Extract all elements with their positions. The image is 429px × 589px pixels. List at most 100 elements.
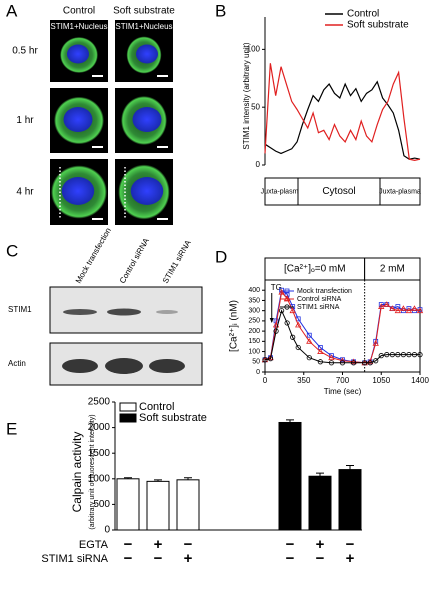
legend-label: Control siRNA [297, 296, 342, 303]
bar [308, 475, 332, 531]
y-axis-label: Calpain activity [70, 432, 84, 513]
y-tick-label: 500 [93, 499, 110, 510]
band-label: STIM1 [8, 305, 32, 314]
error-bar [154, 479, 162, 482]
legend-marker [283, 295, 291, 302]
y-tick-label: 350 [248, 297, 260, 304]
point [290, 334, 296, 340]
error-bar [184, 477, 192, 480]
column-label: Soft substrate [113, 6, 175, 17]
band [62, 359, 98, 373]
condition-mark: − [346, 536, 355, 553]
legend-label: Soft substrate [347, 20, 409, 31]
y-tick-label: 50 [252, 359, 260, 366]
y-tick-label: 400 [248, 287, 260, 294]
point [273, 328, 279, 334]
nucleus [135, 44, 159, 64]
x-axis-label: Time (sec) [324, 387, 362, 396]
band [63, 309, 97, 315]
point [389, 305, 396, 312]
y-tick-label: 1000 [88, 473, 111, 484]
x-tick-label: 0 [263, 376, 268, 385]
lane-label: STIM1 siRNA [161, 238, 193, 285]
bar [176, 479, 200, 531]
point [400, 352, 406, 358]
condition-mark: − [184, 536, 193, 553]
nucleus [61, 177, 95, 205]
condition-mark: − [124, 550, 133, 567]
band [156, 310, 178, 314]
point [328, 360, 335, 366]
region-label: Juxta-plasma [261, 188, 303, 195]
point [405, 307, 413, 314]
legend-marker [284, 288, 290, 294]
error-bar [316, 472, 324, 477]
panel-label: E [6, 419, 17, 438]
row-label: 0.5 hr [12, 46, 38, 57]
y-axis-label: [Ca²⁺]ᵢ (nM) [229, 300, 240, 352]
point [417, 352, 423, 358]
nucleus [132, 107, 162, 132]
x-tick-label: 700 [336, 376, 350, 385]
y-tick-label: 2000 [88, 422, 111, 433]
region-label: Cytosol [322, 186, 355, 197]
condition-mark: + [154, 536, 163, 553]
point [394, 307, 402, 314]
legend-swatch [119, 402, 137, 412]
nucleus [63, 107, 93, 132]
point [317, 359, 323, 365]
region-label: Juxta-plasma [379, 188, 421, 195]
point [384, 352, 390, 358]
point [378, 353, 384, 359]
point [339, 360, 346, 366]
condition-mark: + [346, 550, 355, 567]
phase-label: 2 mM [380, 264, 405, 275]
band-label: Actin [8, 359, 26, 368]
line [264, 291, 421, 364]
point [367, 360, 373, 366]
point [317, 348, 324, 354]
bar [338, 469, 362, 531]
y-tick-label: 0 [104, 525, 110, 536]
legend-label: Soft substrate [139, 412, 207, 424]
point [284, 320, 290, 326]
bar [146, 480, 170, 531]
y-tick-label: 0 [256, 369, 260, 376]
point [295, 321, 302, 328]
point [306, 355, 312, 361]
point [306, 332, 312, 338]
condition-mark: − [286, 536, 295, 553]
point [289, 307, 296, 314]
y-tick-label: 2500 [88, 397, 111, 408]
annotation-arrowhead [269, 318, 274, 323]
bar [278, 421, 302, 531]
condition-mark: + [184, 550, 193, 567]
band [105, 358, 143, 374]
legend-label: STIM1 siRNA [297, 304, 340, 311]
point [295, 344, 301, 351]
x-tick-label: 1400 [411, 376, 429, 385]
error-bar [286, 419, 294, 423]
point [400, 305, 407, 312]
point [350, 358, 357, 365]
point [262, 357, 268, 363]
point [279, 308, 285, 314]
legend-label: Control [347, 9, 379, 20]
legend-label: Control [139, 401, 174, 413]
panel-label: D [215, 247, 227, 266]
nucleus [66, 44, 90, 64]
x-tick-label: 350 [297, 376, 311, 385]
point [416, 307, 424, 314]
point [278, 288, 285, 295]
lane-label: Mock transfection [74, 226, 113, 285]
line [264, 63, 421, 161]
line [264, 309, 420, 364]
bar [116, 478, 140, 531]
phase-label: [Ca²⁺]ₒ=0 mM [284, 264, 346, 275]
error-bar [346, 464, 354, 470]
point [383, 301, 390, 307]
y-tick-label: 50 [251, 102, 260, 111]
point [267, 354, 274, 361]
point [411, 305, 418, 312]
